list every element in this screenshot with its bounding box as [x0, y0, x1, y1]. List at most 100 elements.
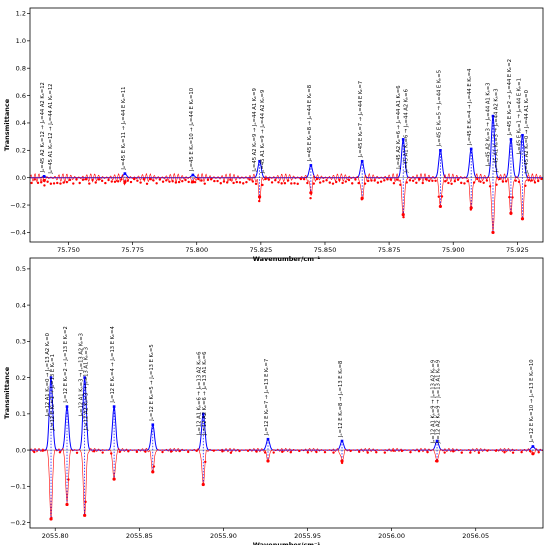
- observed-marker: [168, 180, 171, 183]
- observed-marker: [149, 177, 152, 181]
- transition-label: Jₑ=45 E Kₕ=1 → Jₑ=44 E Kₕ=1: [516, 78, 522, 155]
- observed-marker: [466, 180, 469, 183]
- observed-marker: [204, 460, 207, 464]
- y-tick-label: 0.4: [16, 301, 26, 309]
- observed-marker: [139, 181, 142, 184]
- observed-marker: [65, 180, 69, 184]
- observed-marker: [325, 179, 328, 182]
- observed-marker: [216, 179, 219, 183]
- observed-marker: [383, 451, 387, 454]
- transition-label: Jₑ=45 A2 Kₕ=6 → Jₑ=44 A1 Kₕ=6: [396, 85, 402, 170]
- calculated-peak-marker: [49, 376, 53, 379]
- observed-marker: [219, 182, 222, 185]
- transition-label: Jₑ=12 E Kₕ=1 → Jₑ=13 E Kₕ=1: [50, 354, 56, 431]
- observed-peak-marker: [191, 180, 195, 184]
- observed-peak-marker: [520, 217, 525, 221]
- y-tick-label: −0.1: [10, 483, 26, 491]
- observed-marker: [415, 181, 418, 184]
- calculated-peak-marker: [340, 439, 344, 443]
- observed-marker: [482, 181, 485, 184]
- observed-marker: [331, 182, 335, 185]
- observed-marker: [186, 450, 190, 454]
- observed-marker: [181, 179, 184, 183]
- y-tick-label: −0.2: [10, 201, 26, 209]
- observed-marker: [351, 182, 354, 185]
- plot-frame: [29, 7, 544, 243]
- observed-marker: [354, 178, 357, 181]
- observed-marker: [444, 180, 447, 183]
- observed-marker: [341, 181, 344, 185]
- observed-marker: [485, 179, 489, 182]
- observed-marker: [62, 181, 65, 184]
- observed-marker: [511, 451, 515, 454]
- calculated-peak-marker: [309, 164, 313, 167]
- observed-marker: [75, 451, 79, 454]
- observed-marker: [400, 449, 404, 453]
- observed-marker: [302, 177, 306, 181]
- x-tick-label: 75.850: [314, 246, 337, 254]
- calculated-peak-marker: [439, 149, 442, 152]
- observed-spectrum-line: [30, 447, 543, 519]
- observed-marker: [501, 180, 505, 183]
- y-tick-label: 0.0: [16, 174, 26, 182]
- observed-marker: [178, 449, 181, 453]
- observed-marker: [212, 449, 216, 452]
- observed-marker: [290, 182, 293, 185]
- transition-label: Jₑ=12 A1 Kₕ=0 → Jₑ=13 A2 Kₕ=0: [45, 333, 51, 418]
- transition-label: Jₑ=12 E Kₕ=5 → Jₑ=13 E Kₕ=5: [149, 344, 155, 421]
- observed-marker: [486, 449, 489, 452]
- observed-marker: [472, 181, 476, 184]
- observed-marker: [36, 181, 40, 185]
- y-tick-label: 0.4: [16, 119, 26, 127]
- observed-marker: [286, 179, 290, 182]
- observed-marker: [357, 181, 360, 185]
- calculated-peak-marker: [191, 173, 195, 177]
- observed-marker: [52, 182, 56, 185]
- observed-marker: [349, 449, 352, 453]
- observed-marker: [363, 182, 367, 185]
- observed-marker: [245, 180, 248, 184]
- calculated-peak-marker: [401, 138, 405, 141]
- observed-marker: [421, 181, 424, 185]
- observed-marker: [113, 180, 117, 183]
- x-tick-label: 75.900: [442, 246, 465, 254]
- observed-marker: [427, 179, 431, 182]
- observed-peak-marker: [83, 513, 87, 517]
- calculated-peak-marker: [469, 147, 473, 151]
- observed-marker: [213, 179, 216, 183]
- transition-label: Jₑ=12 A2 Kₕ=6 → Jₑ=13 A1 Kₕ=6: [202, 352, 208, 437]
- observed-marker: [334, 180, 338, 184]
- observed-marker: [495, 183, 498, 186]
- observed-marker: [129, 180, 133, 184]
- observed-peak-marker: [65, 502, 69, 507]
- x-tick-label: 2055.85: [126, 532, 153, 540]
- observed-marker: [498, 177, 501, 181]
- observed-marker: [169, 450, 173, 453]
- observed-marker: [174, 181, 178, 184]
- transition-label: Jₑ=12 E Kₕ=10 → Jₑ=13 E Kₕ=10: [529, 359, 535, 443]
- observed-marker: [41, 449, 45, 452]
- observed-marker: [323, 450, 327, 454]
- observed-peak-marker: [201, 482, 205, 487]
- observed-marker: [293, 182, 296, 185]
- observed-marker: [306, 181, 309, 185]
- plot-frame: [29, 257, 544, 529]
- observed-marker: [238, 181, 242, 184]
- calculated-peak-marker: [42, 175, 46, 178]
- observed-marker: [33, 450, 36, 454]
- observed-peak-marker: [151, 470, 155, 474]
- transition-label: Jₑ=45 E Kₕ=8 → Jₑ=44 E Kₕ=8: [307, 85, 313, 162]
- observed-marker: [299, 177, 303, 181]
- calculated-peak-marker: [201, 412, 205, 416]
- y-tick-label: 0.2: [16, 374, 26, 382]
- observed-marker: [367, 179, 370, 183]
- observed-marker: [375, 451, 378, 454]
- y-tick-label: 0.2: [16, 147, 26, 155]
- observed-marker: [101, 451, 104, 454]
- observed-peak-marker: [309, 191, 313, 195]
- observed-marker: [100, 179, 104, 183]
- observed-marker: [440, 195, 444, 198]
- observed-marker: [144, 450, 147, 453]
- observed-marker: [281, 450, 284, 453]
- observed-marker: [251, 180, 255, 183]
